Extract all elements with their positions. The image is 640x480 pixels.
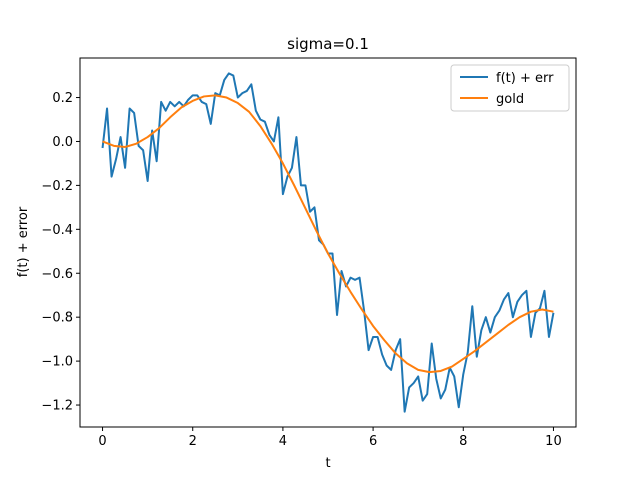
legend: f(t) + err gold	[450, 64, 570, 112]
y-tick-label: −0.8	[41, 311, 73, 326]
x-tick-label: 0	[98, 434, 106, 449]
x-tick-label: 8	[459, 434, 467, 449]
x-axis-label: t	[325, 456, 330, 471]
x-tick-label: 4	[279, 434, 287, 449]
x-tick-label: 6	[369, 434, 377, 449]
legend-label-f-t-err: f(t) + err	[496, 71, 554, 86]
y-ticks: −1.2 −1.0 −0.8 −0.6 −0.4 −0.2 0.0 0.2	[41, 91, 80, 414]
y-tick-label: −0.6	[41, 267, 73, 282]
series-line-gold	[102, 94, 554, 374]
x-ticks: 0 2 4 6 8 10	[98, 427, 562, 449]
axes-frame	[79, 57, 577, 428]
x-tick-label: 2	[189, 434, 197, 449]
y-tick-label: −1.0	[41, 355, 73, 370]
y-tick-label: −0.4	[41, 223, 73, 238]
chart-title: sigma=0.1	[287, 35, 369, 53]
series-layer	[101, 72, 555, 413]
y-tick-label: 0.0	[52, 135, 73, 150]
y-tick-label: −0.2	[41, 179, 73, 194]
y-axis-label: f(t) + error	[16, 206, 31, 277]
x-tick-label: 10	[545, 434, 562, 449]
legend-label-gold: gold	[496, 92, 524, 107]
y-tick-label: 0.2	[52, 91, 73, 106]
y-tick-label: −1.2	[41, 399, 73, 414]
